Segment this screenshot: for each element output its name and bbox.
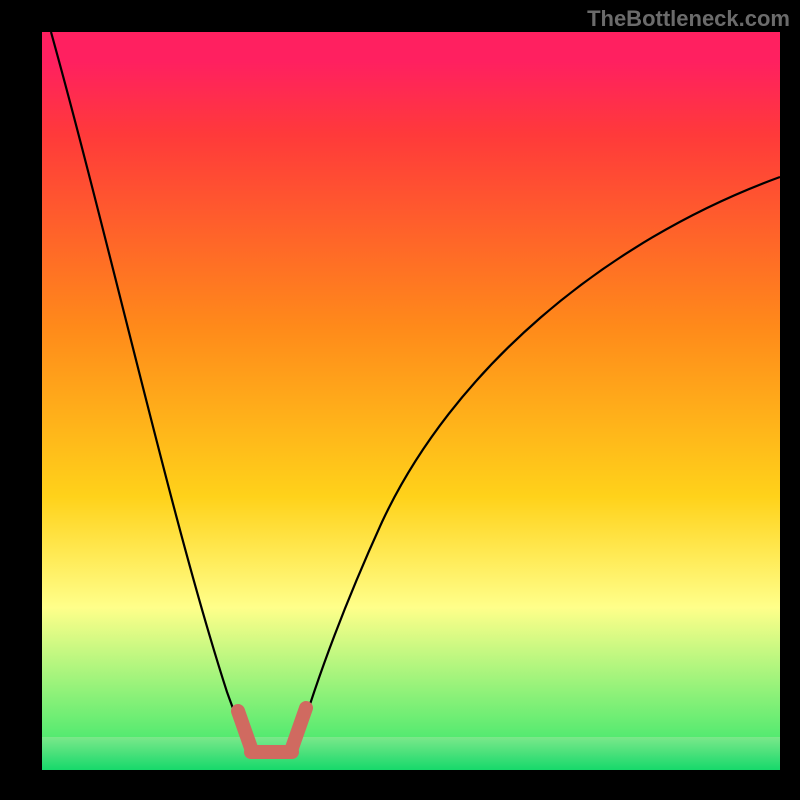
valley-mark-segment bbox=[238, 711, 251, 748]
bottleneck-curve-svg bbox=[42, 32, 780, 770]
curve-left-branch bbox=[51, 32, 247, 746]
curve-right-branch bbox=[297, 177, 780, 746]
gradient-plot-area bbox=[42, 32, 780, 770]
watermark-text: TheBottleneck.com bbox=[587, 6, 790, 32]
valley-mark-segment bbox=[292, 708, 306, 748]
valley-marker-group bbox=[238, 708, 306, 752]
